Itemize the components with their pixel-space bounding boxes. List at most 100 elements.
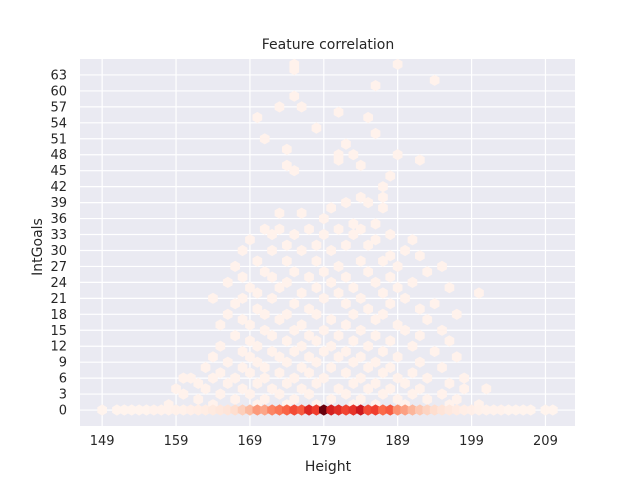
hexbin-cell bbox=[415, 330, 425, 342]
hexbin-cell bbox=[429, 404, 440, 416]
hexbin-cell bbox=[186, 372, 196, 384]
hexbin-cell bbox=[304, 223, 314, 235]
hexbin-cell bbox=[215, 388, 226, 400]
hexbin-cell bbox=[230, 393, 240, 405]
hexbin-cell bbox=[289, 404, 300, 416]
hexbin-cell bbox=[193, 393, 204, 405]
y-tick-label: 36 bbox=[50, 212, 67, 227]
hexbin-cell bbox=[378, 287, 388, 299]
y-tick-label: 30 bbox=[50, 244, 67, 259]
hexbin-cell bbox=[392, 149, 403, 161]
hexbin-cell bbox=[348, 335, 359, 347]
hexbin-cell bbox=[392, 260, 403, 272]
hexbin-cell bbox=[230, 330, 240, 342]
hexbin-cell bbox=[370, 404, 381, 416]
hexbin-cell bbox=[282, 335, 292, 347]
hexbin-cell bbox=[237, 271, 248, 283]
hexbin-cell bbox=[415, 356, 425, 368]
hexbin-cell bbox=[407, 367, 418, 379]
hexbin-cell bbox=[496, 404, 506, 416]
hexbin-cell bbox=[222, 308, 233, 320]
hexbin-cell bbox=[385, 250, 396, 262]
y-tick-label: 60 bbox=[50, 84, 67, 99]
hexbin-cell bbox=[333, 404, 344, 416]
hexbin-cell bbox=[319, 372, 329, 384]
hexbin-cell bbox=[378, 388, 388, 400]
hexbin-cell bbox=[282, 377, 292, 389]
hexbin-cell bbox=[385, 271, 396, 283]
hexbin-cell bbox=[222, 276, 233, 288]
hexbin-cell bbox=[274, 314, 285, 326]
hexbin-cell bbox=[363, 197, 373, 209]
hexbin-cell bbox=[326, 202, 336, 214]
hexbin-cell bbox=[459, 383, 469, 395]
hexbin-cell bbox=[274, 351, 285, 363]
hexbin-cell bbox=[341, 319, 351, 331]
hexbin-cell bbox=[348, 282, 359, 294]
y-tick-label: 54 bbox=[50, 116, 67, 131]
hexbin-cell bbox=[230, 404, 240, 416]
hexbin-cell bbox=[311, 122, 322, 134]
hexbin-cell bbox=[333, 223, 344, 235]
hexbin-cell bbox=[370, 314, 381, 326]
hexbin-cell bbox=[348, 149, 359, 161]
hexbin-cell bbox=[252, 111, 263, 124]
hexbin-cell bbox=[392, 282, 403, 294]
hexbin-cell bbox=[444, 282, 455, 294]
hexbin-cell bbox=[407, 276, 418, 288]
hexbin-cell bbox=[259, 393, 270, 405]
hexbin-cell bbox=[200, 404, 211, 416]
hexbin-cell bbox=[97, 404, 107, 416]
hexbin-cell bbox=[548, 404, 558, 416]
hexbin-cell bbox=[274, 207, 285, 219]
hexbin-cell bbox=[385, 361, 396, 374]
y-tick-label: 18 bbox=[50, 308, 67, 323]
hexbin-cell bbox=[400, 404, 410, 416]
hexbin-cell bbox=[370, 276, 381, 288]
hexbin-cell bbox=[407, 404, 418, 416]
hexbin-cell bbox=[444, 404, 455, 416]
hexbin-cell bbox=[355, 191, 366, 203]
hexbin-cell bbox=[363, 404, 373, 416]
hexbin-cell bbox=[341, 197, 351, 209]
hexbin-cell bbox=[230, 372, 240, 384]
hexbin-cell bbox=[466, 404, 477, 416]
hexbin-cell bbox=[141, 404, 152, 416]
hexbin-cell bbox=[378, 308, 388, 320]
hexbin-cell bbox=[378, 404, 388, 416]
hexbin-cell bbox=[437, 361, 447, 374]
hexbin-cell bbox=[289, 298, 300, 310]
hexbin-cell bbox=[326, 404, 336, 416]
hexbin-cell bbox=[400, 324, 410, 336]
y-axis-title: IntGoals bbox=[30, 218, 46, 276]
hexbin-cell bbox=[178, 372, 189, 384]
hexbin-cell bbox=[385, 298, 396, 310]
hexbin-cell bbox=[370, 218, 381, 230]
hexbin-cell bbox=[274, 367, 285, 379]
hexbin-cell bbox=[503, 404, 514, 416]
hexbin-cell bbox=[415, 250, 425, 262]
x-tick-label: 189 bbox=[385, 434, 410, 449]
hexbin-cell bbox=[274, 282, 285, 294]
hexbin-cell bbox=[422, 393, 433, 405]
hexbin-cell bbox=[451, 351, 462, 363]
hexbin-cell bbox=[304, 271, 314, 283]
hexbin-cell bbox=[451, 308, 462, 320]
hexbin-cell bbox=[304, 351, 314, 363]
hexbin-cell bbox=[296, 404, 307, 416]
hexbin-cell bbox=[319, 292, 329, 304]
hexbin-cell bbox=[208, 351, 218, 363]
hexbin-cell bbox=[415, 404, 425, 416]
hexbin-cell bbox=[259, 223, 270, 235]
hexbin-cell bbox=[193, 377, 204, 389]
hexbin-cell bbox=[289, 228, 300, 241]
hexbin-cell bbox=[296, 340, 307, 352]
hexbin-cell bbox=[304, 303, 314, 315]
hexbin-cell bbox=[259, 308, 270, 320]
x-tick-label: 159 bbox=[164, 434, 189, 449]
hexbin-cell bbox=[215, 340, 226, 352]
hexbin-cell bbox=[488, 404, 499, 416]
hexbin-cell bbox=[171, 383, 181, 395]
y-tick-label: 6 bbox=[59, 372, 67, 387]
